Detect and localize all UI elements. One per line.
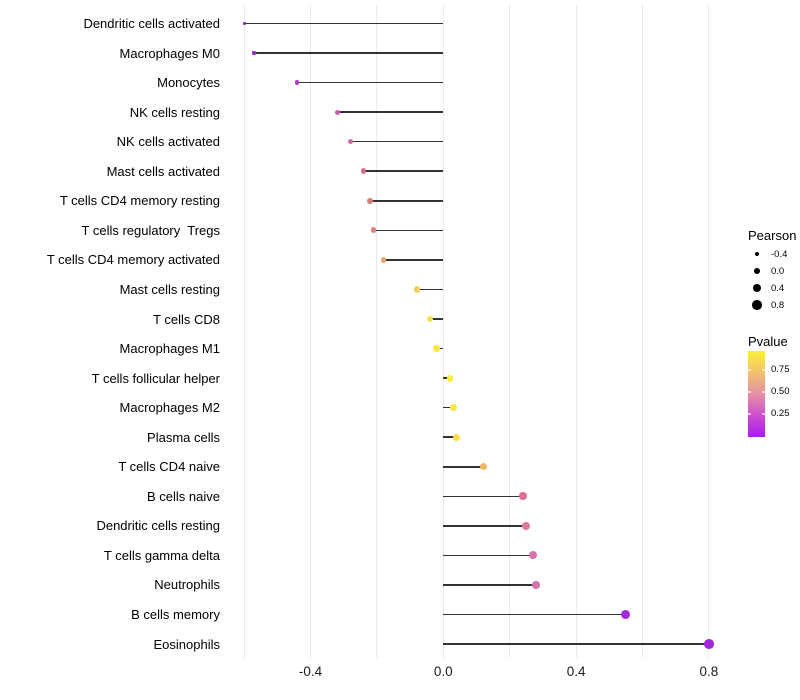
lollipop-dot — [370, 227, 377, 234]
category-label: T cells CD4 memory activated — [46, 252, 220, 268]
lollipop-stem — [337, 111, 444, 113]
lollipop-stem — [443, 584, 537, 586]
legend-pearson-title: Pearson — [748, 228, 797, 243]
colorbar-tick-right — [762, 391, 765, 393]
lollipop-dot — [413, 286, 420, 293]
gridline-x--0.6 — [243, 5, 245, 658]
lollipop-dot — [522, 521, 531, 530]
legend-size-dot — [753, 267, 761, 275]
colorbar-tick-left — [748, 413, 751, 415]
category-label: Eosinophils — [153, 636, 221, 652]
category-label: T cells follicular helper — [91, 370, 220, 386]
category-label: T cells CD8 — [153, 311, 220, 327]
lollipop-stem — [350, 140, 444, 143]
category-label: Mast cells activated — [106, 163, 220, 179]
lollipop-dot — [449, 404, 457, 412]
pvalue-colorbar — [748, 351, 765, 437]
lollipop-stem — [370, 200, 444, 202]
lollipop-stem — [443, 495, 523, 498]
gridline-x-0 — [442, 5, 444, 658]
category-label: T cells CD4 memory resting — [59, 193, 220, 209]
category-label: B cells memory — [131, 607, 220, 622]
colorbar-tick-label: 0.75 — [771, 363, 790, 375]
lollipop-stem — [443, 613, 626, 616]
lollipop-dot — [380, 256, 387, 263]
lollipop-stem — [383, 259, 444, 261]
lollipop-dot — [426, 315, 434, 323]
lollipop-stem — [443, 643, 709, 645]
lollipop-stem — [443, 436, 457, 438]
gridline-x--0.4 — [309, 5, 312, 658]
gridline-x-0.6 — [641, 5, 644, 658]
legend-size-label: -0.4 — [771, 248, 788, 260]
category-label: Dendritic cells resting — [96, 518, 220, 534]
x-tick-label: 0.0 — [433, 664, 453, 679]
lollipop-stem — [443, 406, 454, 409]
category-label: Neutrophils — [154, 577, 220, 593]
legend-size-label: 0.0 — [771, 265, 785, 277]
category-label: T cells CD4 naive — [118, 459, 220, 475]
lollipop-dot — [528, 551, 537, 560]
colorbar-tick-label: 0.50 — [771, 385, 790, 397]
x-tick-label: -0.4 — [298, 664, 323, 679]
lollipop-stem — [430, 318, 444, 320]
lollipop-dot — [242, 22, 246, 25]
lollipop-dot — [252, 51, 256, 55]
category-label: Macrophages M0 — [119, 45, 220, 61]
lollipop-stem — [373, 229, 444, 232]
legend-size-dot — [752, 300, 762, 310]
category-label: T cells gamma delta — [103, 547, 220, 563]
colorbar-tick-left — [748, 391, 751, 393]
x-tick-label: 0.8 — [699, 664, 719, 679]
lollipop-stem — [443, 554, 533, 557]
lollipop-stem — [297, 81, 444, 84]
gridline-x-0.8 — [708, 5, 710, 658]
colorbar-tick-left — [748, 369, 751, 371]
x-tick-label: 0.4 — [566, 664, 586, 679]
lollipop-stem — [436, 347, 444, 350]
category-label: Plasma cells — [147, 429, 220, 445]
lollipop-dot — [453, 433, 461, 441]
category-label: Monocytes — [157, 75, 220, 91]
lollipop-dot — [433, 345, 440, 352]
category-label: NK cells resting — [129, 104, 220, 120]
lollipop-dot — [519, 492, 527, 501]
lollipop-stem — [254, 52, 444, 54]
legend-size-label: 0.4 — [771, 282, 785, 294]
lollipop-stem — [244, 22, 444, 25]
colorbar-tick-right — [762, 413, 765, 415]
category-label: Macrophages M1 — [119, 341, 220, 357]
category-label: Mast cells resting — [119, 281, 220, 297]
category-label: Macrophages M2 — [119, 400, 220, 416]
lollipop-stem — [416, 288, 444, 291]
lollipop-dot — [479, 463, 487, 471]
category-label: B cells naive — [147, 488, 220, 504]
lollipop-stem — [443, 525, 527, 527]
lollipop-stem — [363, 170, 444, 173]
legend-size-dot — [754, 251, 760, 257]
lollipop-dot — [367, 197, 374, 204]
lollipop-dot — [334, 109, 340, 115]
category-label: T cells regulatory Tregs — [81, 222, 220, 238]
lollipop-dot — [621, 610, 631, 619]
lollipop-stem — [443, 465, 484, 468]
lollipop-dot — [704, 639, 714, 649]
gridline-x--0.2 — [376, 5, 378, 658]
colorbar-tick-right — [762, 369, 765, 371]
lollipop-dot — [295, 80, 300, 85]
legend-pvalue-title: Pvalue — [748, 334, 788, 349]
lollipop-dot — [446, 374, 454, 382]
lollipop-dot — [360, 168, 367, 175]
legend-size-label: 0.8 — [771, 299, 785, 311]
category-label: Dendritic cells activated — [83, 16, 220, 31]
category-label: NK cells activated — [116, 134, 220, 150]
gridline-x-0.2 — [509, 5, 511, 658]
lollipop-dot — [347, 139, 353, 145]
lollipop-dot — [532, 580, 541, 589]
legend-size-dot — [752, 283, 762, 293]
gridline-x-0.4 — [575, 5, 577, 658]
colorbar-tick-label: 0.25 — [771, 407, 790, 419]
